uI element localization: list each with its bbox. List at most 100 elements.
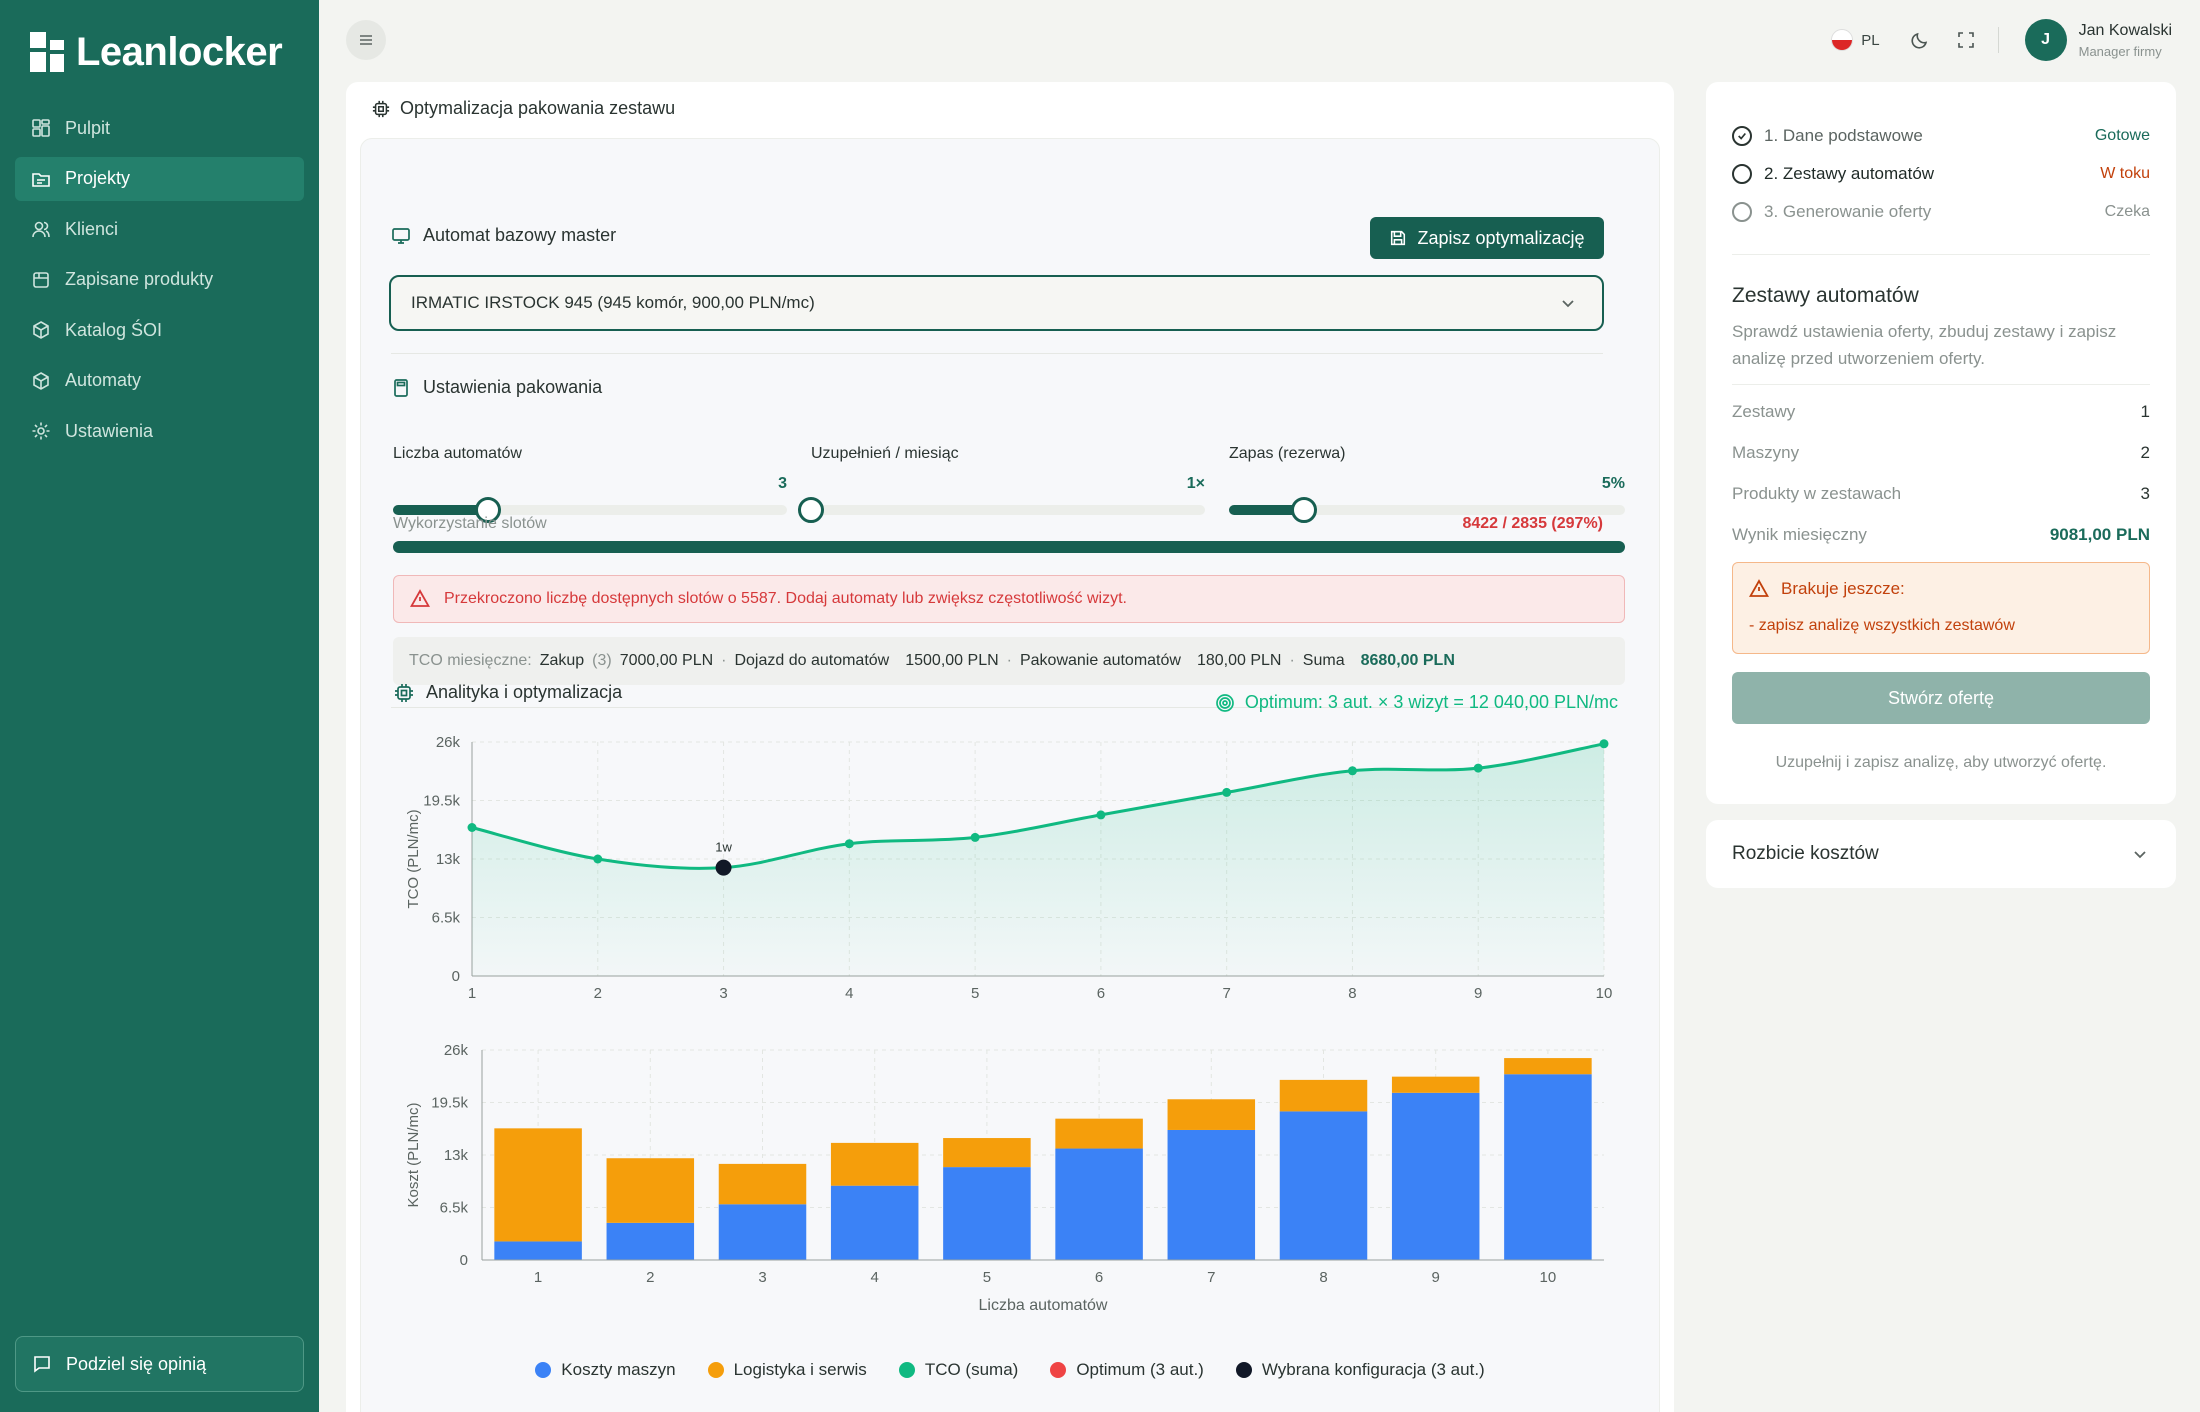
- poland-flag-icon[interactable]: [1831, 29, 1854, 51]
- bar-segment: [1391, 1076, 1480, 1093]
- stat-row: Zestawy 1: [1732, 402, 2150, 422]
- separator: ·: [721, 652, 727, 669]
- sidebar-item-klienci[interactable]: Klienci: [15, 207, 304, 251]
- sidebar-item-katalog[interactable]: Katalog ŚOI: [15, 308, 304, 352]
- y-tick-label: 0: [460, 1252, 468, 1269]
- bar-segment: [1055, 1148, 1143, 1260]
- tco-travel-value: 1500,00 PLN: [905, 652, 999, 669]
- x-tick-label: 7: [1222, 985, 1230, 1002]
- x-tick-label: 10: [1540, 1269, 1557, 1286]
- legend-item[interactable]: Optimum (3 aut.): [1050, 1360, 1204, 1380]
- tco-summary: TCO miesięczne: Zakup (3) 7000,00 PLN · …: [393, 637, 1625, 685]
- create-offer-button[interactable]: Stwórz ofertę: [1732, 672, 2150, 724]
- page-title: Optymalizacja pakowania zestawu: [372, 98, 675, 119]
- monitor-icon: [392, 227, 410, 244]
- tco-sum-label: Suma: [1302, 652, 1345, 669]
- sidebar-item-zapisane-produkty[interactable]: Zapisane produkty: [15, 258, 304, 302]
- y-tick-label: 13k: [444, 1147, 469, 1164]
- bar-segment: [718, 1163, 807, 1205]
- language-selector[interactable]: PL: [1861, 31, 1880, 49]
- separator: ·: [1289, 652, 1295, 669]
- legend-item[interactable]: Wybrana konfiguracja (3 aut.): [1235, 1360, 1485, 1380]
- legend-item[interactable]: TCO (suma): [898, 1360, 1018, 1380]
- sidebar-item-ustawienia[interactable]: Ustawienia: [15, 409, 304, 453]
- divider: [1997, 27, 1999, 53]
- slider-thumb[interactable]: [798, 497, 824, 523]
- reserve-slider[interactable]: [1229, 497, 1625, 523]
- sidebar-item-label: Zapisane produkty: [65, 269, 214, 289]
- select-value: IRMATIC IRSTOCK 945 (945 komór, 900,00 P…: [411, 293, 815, 312]
- fullscreen-icon[interactable]: [1956, 30, 1976, 50]
- y-tick-label: 6.5k: [440, 1200, 469, 1217]
- cost-breakdown-label: Rozbicie kosztów: [1732, 843, 1879, 864]
- offer-progress-panel: 1. Dane podstawowe Gotowe 2. Zestawy aut…: [1706, 82, 2176, 804]
- warning-icon: [410, 589, 430, 607]
- logo[interactable]: Leanlocker: [30, 29, 283, 74]
- moon-icon[interactable]: [1910, 30, 1930, 50]
- y-axis-label: Koszt (PLN/mc): [405, 1102, 422, 1207]
- user-info[interactable]: Jan Kowalski Manager firmy: [2079, 22, 2172, 59]
- step-basic-data[interactable]: 1. Dane podstawowe Gotowe: [1732, 126, 2150, 146]
- cost-breakdown-accordion[interactable]: Rozbicie kosztów: [1706, 820, 2176, 888]
- step-generate-offer[interactable]: 3. Generowanie oferty Czeka: [1732, 202, 2150, 222]
- step-label: 1. Dane podstawowe: [1764, 126, 1923, 145]
- stat-label: Wynik miesięczny: [1732, 525, 1867, 544]
- bar-segment: [830, 1185, 919, 1260]
- refills-per-month-slider[interactable]: [798, 497, 1205, 523]
- user-role: Manager firmy: [2078, 43, 2162, 59]
- sidebar-item-projekty[interactable]: Projekty: [15, 156, 304, 201]
- target-icon: [1215, 693, 1234, 712]
- legend-swatch: [535, 1362, 552, 1378]
- master-machine-select[interactable]: IRMATIC IRSTOCK 945 (945 komór, 900,00 P…: [389, 275, 1604, 331]
- legend-item[interactable]: Koszty maszyn: [535, 1360, 676, 1380]
- tco-sum-value: 8680,00 PLN: [1360, 652, 1455, 669]
- avatar[interactable]: J: [2024, 19, 2067, 61]
- stat-row: Wynik miesięczny 9081,00 PLN: [1732, 525, 2150, 545]
- stat-value: 2: [2140, 443, 2150, 462]
- data-point: [1222, 787, 1232, 797]
- slider-value: 5%: [1601, 475, 1625, 492]
- legend-label: Logistyka i serwis: [733, 1360, 867, 1379]
- stat-label: Zestawy: [1732, 402, 1796, 421]
- bar-segment: [606, 1222, 695, 1260]
- slots-exceeded-alert: Przekroczono liczbę dostępnych slotów o …: [393, 575, 1625, 623]
- packing-heading: Ustawienia pakowania: [391, 377, 602, 398]
- y-tick-label: 26k: [436, 734, 461, 751]
- analytics-label: Analityka i optymalizacja: [426, 682, 623, 702]
- bar-segment: [1055, 1118, 1143, 1149]
- slider-thumb[interactable]: [1291, 497, 1318, 523]
- chart-legend: Koszty maszyn Logistyka i serwis TCO (suma…: [346, 1360, 1674, 1380]
- save-optimization-button[interactable]: Zapisz optymalizację: [1370, 217, 1604, 259]
- sidebar-item-automaty[interactable]: Automaty: [15, 359, 304, 403]
- x-axis-label: Liczba automatów: [979, 1297, 1108, 1314]
- menu-toggle-button[interactable]: [346, 20, 386, 60]
- bar-segment: [1279, 1111, 1368, 1260]
- step-status: Gotowe: [2094, 127, 2150, 144]
- bar-segment: [718, 1204, 807, 1260]
- legend-label: Koszty maszyn: [561, 1360, 676, 1379]
- legend-item[interactable]: Logistyka i serwis: [707, 1360, 867, 1380]
- step-status: Czeka: [2104, 203, 2150, 220]
- x-tick-label: 8: [1348, 985, 1356, 1002]
- data-point: [1347, 766, 1357, 776]
- sidebar-item-label: Projekty: [65, 168, 131, 188]
- bar-segment: [494, 1128, 582, 1242]
- sidebar-item-pulpit[interactable]: Pulpit: [15, 106, 304, 150]
- legend-swatch: [1235, 1362, 1252, 1378]
- optimum-summary: Optimum: 3 aut. × 3 wizyt = 12 040,00 PL…: [1215, 692, 1618, 713]
- stat-row: Maszyny 2: [1732, 443, 2150, 463]
- data-point: [970, 832, 980, 842]
- y-tick-label: 19.5k: [431, 1095, 468, 1112]
- y-tick-label: 0: [452, 968, 460, 985]
- chevron-down-icon: [2134, 851, 2146, 859]
- stat-value: 3: [2140, 484, 2150, 503]
- step-machine-sets[interactable]: 2. Zestawy automatów W toku: [1732, 164, 2150, 184]
- app-name: Leanlocker: [76, 29, 283, 74]
- feedback-button[interactable]: Podziel się opinią: [15, 1336, 304, 1392]
- x-tick-label: 4: [845, 985, 853, 1002]
- page-title-text: Optymalizacja pakowania zestawu: [400, 98, 676, 118]
- machines-count-slider[interactable]: [393, 497, 787, 523]
- slider-thumb[interactable]: [474, 497, 501, 523]
- folder-icon: [32, 172, 50, 187]
